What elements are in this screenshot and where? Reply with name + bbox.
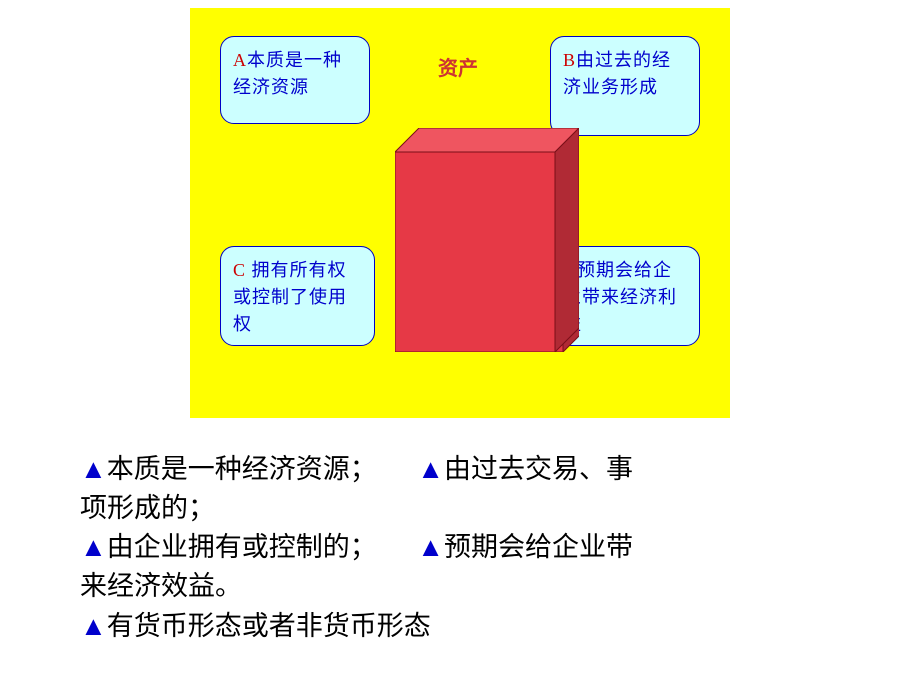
box-a-text: 本质是一种经济资源 (233, 50, 342, 97)
triangle-icon: ▲ (417, 532, 444, 562)
bullet-4: 来经济效益。 (80, 571, 242, 601)
box-b-letter: B (563, 50, 576, 70)
bullet-3b: 预期会给企业带 (444, 532, 633, 562)
bullet-row-1: ▲本质是一种经济资源； ▲由过去交易、事 (80, 450, 860, 489)
bullet-row-2: 项形成的； (80, 489, 860, 528)
diagram-panel: A本质是一种经济资源 B由过去的经济业务形成 C 拥有所有权或控制了使用权 D预… (190, 8, 730, 418)
center-title: 资产 (438, 52, 478, 81)
triangle-icon: ▲ (80, 611, 107, 641)
bullet-2: 项形成的； (80, 493, 215, 523)
triangle-icon: ▲ (80, 532, 107, 562)
bullet-row-3: ▲由企业拥有或控制的； ▲预期会给企业带 (80, 528, 860, 567)
cube-icon (395, 128, 579, 352)
bullet-row-4: 来经济效益。 (80, 567, 860, 606)
bullet-gap-2 (377, 532, 418, 562)
bullet-5: 有货币形态或者非货币形态 (107, 611, 431, 641)
bullet-summary: ▲本质是一种经济资源； ▲由过去交易、事 项形成的； ▲由企业拥有或控制的； ▲… (80, 450, 860, 646)
triangle-icon: ▲ (417, 454, 444, 484)
bullet-gap-1 (377, 454, 418, 484)
triangle-icon: ▲ (80, 454, 107, 484)
bullet-1a: 本质是一种经济资源； (107, 454, 377, 484)
box-d-text: 预期会给企业带来经济利益 (563, 260, 677, 334)
bullet-row-5: ▲有货币形态或者非货币形态 (80, 607, 860, 646)
box-a-letter: A (233, 50, 247, 70)
concept-box-a: A本质是一种经济资源 (220, 36, 370, 124)
concept-box-b: B由过去的经济业务形成 (550, 36, 700, 136)
box-c-letter: C (233, 260, 246, 280)
concept-box-c: C 拥有所有权或控制了使用权 (220, 246, 375, 346)
bullet-3a: 由企业拥有或控制的； (107, 532, 377, 562)
box-c-text: 拥有所有权或控制了使用权 (233, 260, 347, 334)
bullet-1b: 由过去交易、事 (444, 454, 633, 484)
cube-graphic (395, 128, 579, 357)
box-b-text: 由过去的经济业务形成 (563, 50, 671, 97)
